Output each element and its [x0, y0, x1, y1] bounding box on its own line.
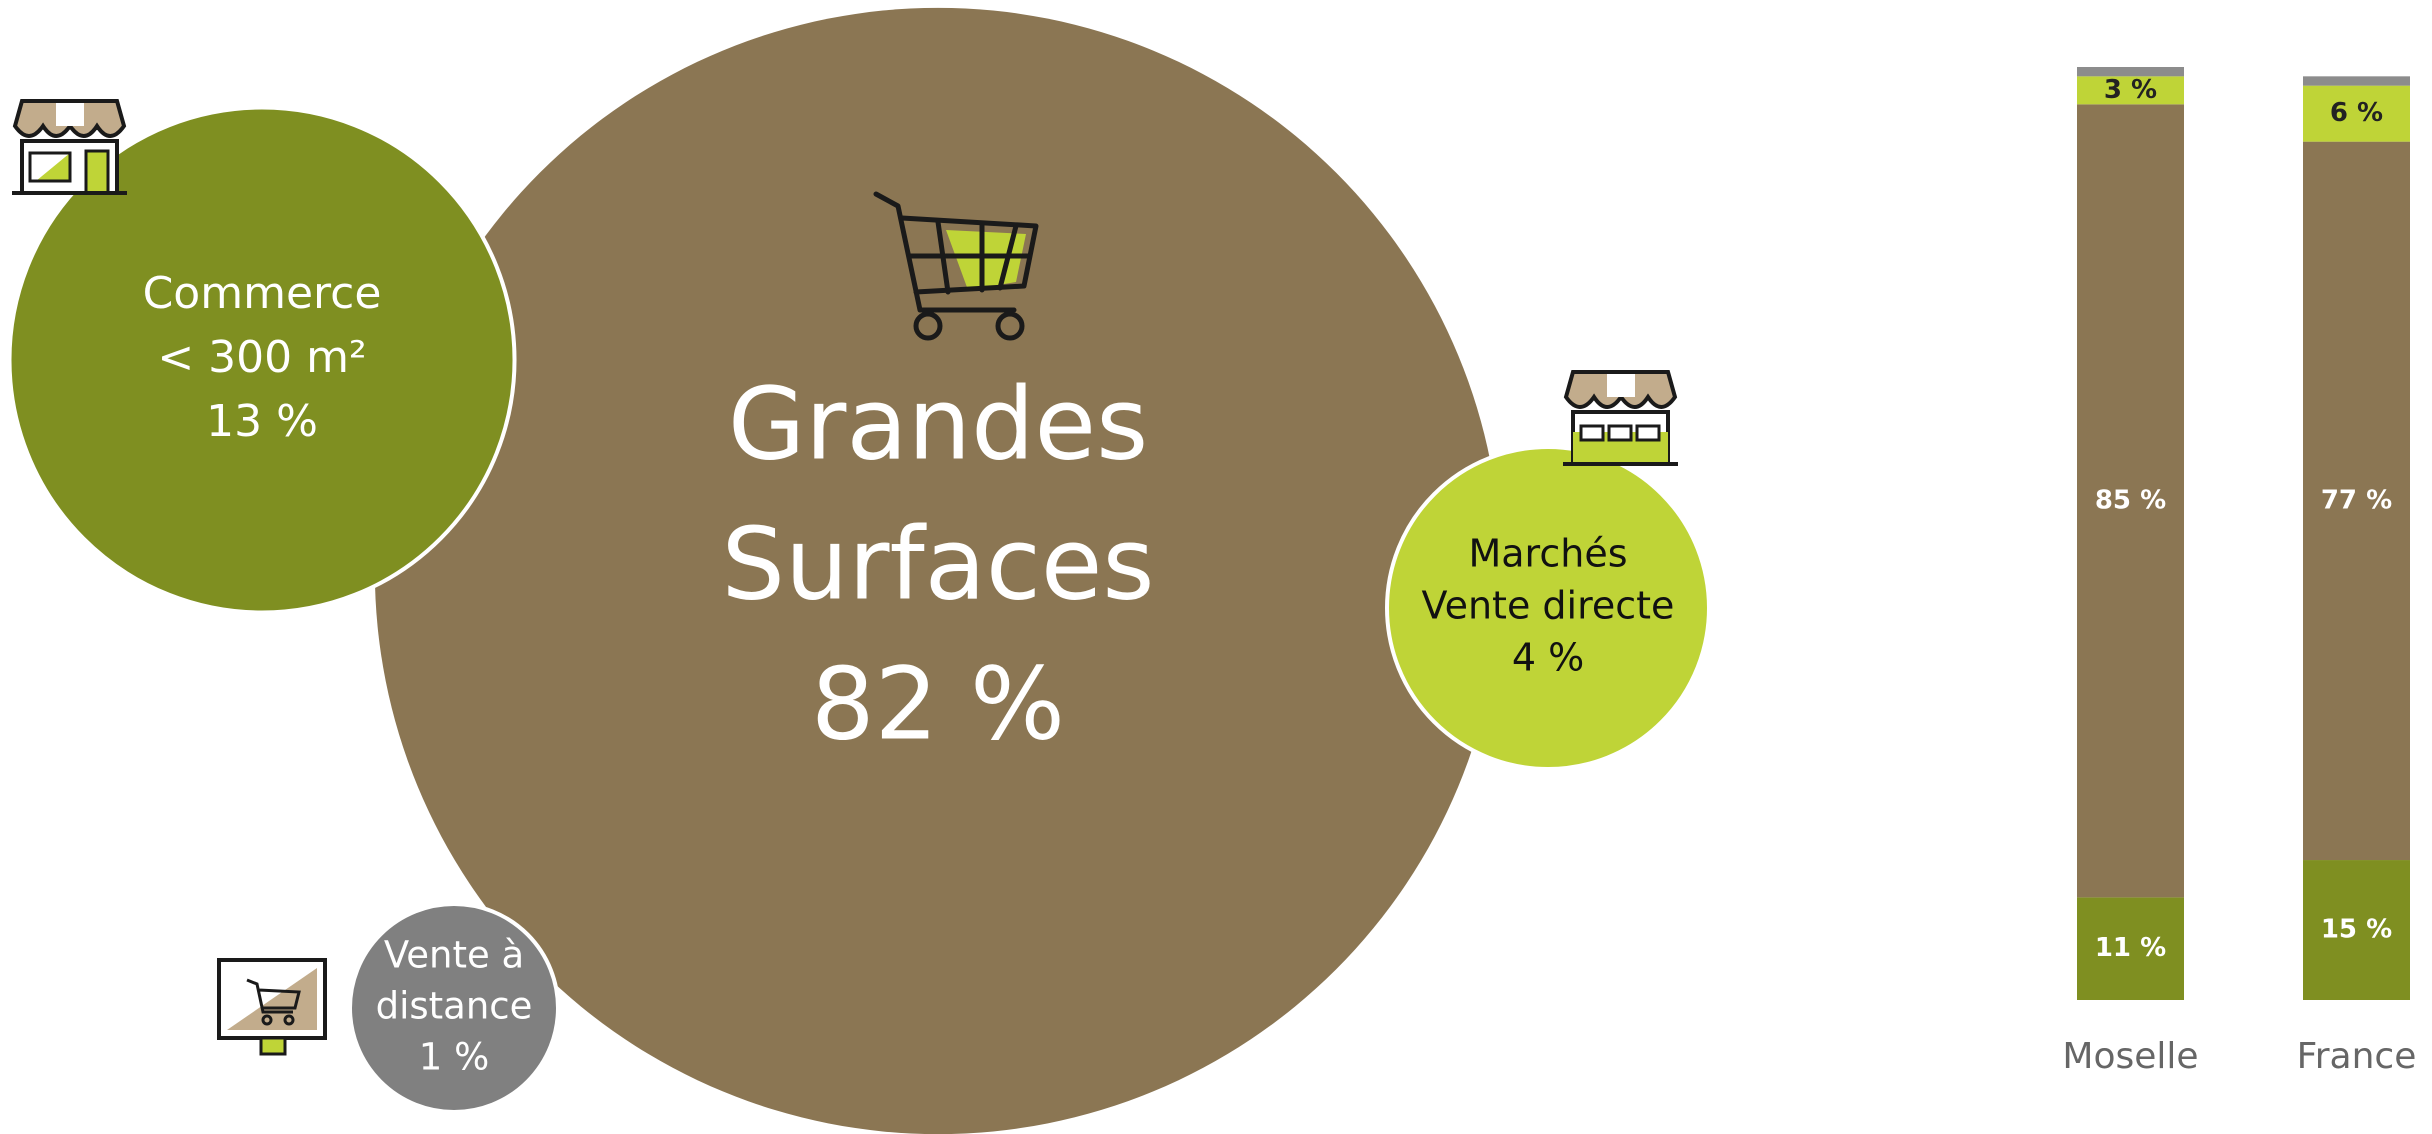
bubble	[1385, 445, 1711, 771]
x-tick-label: France	[2297, 1036, 2417, 1077]
bubble-value: 1 %	[419, 1036, 489, 1079]
bubble-label: Vente à	[384, 934, 524, 977]
shop-icon	[12, 99, 127, 195]
bar-label: 6 %	[2330, 98, 2383, 128]
bubble-label: Surfaces	[721, 505, 1154, 622]
bubble-chart: Grandes Surfaces 82 % Commerce < 300 m² 13 % M…	[7, 8, 1711, 1134]
cart-icon	[873, 191, 1039, 341]
bubble-value: 13 %	[206, 396, 318, 447]
bar-segment	[2303, 860, 2410, 1000]
bar-label: 15 %	[2321, 915, 2392, 945]
icons	[12, 99, 1678, 1056]
bar-segment	[2303, 85, 2410, 142]
bar-segment	[2077, 67, 2184, 77]
bubble-label: Vente directe	[1422, 584, 1675, 628]
bubble-label: Marchés	[1468, 532, 1627, 576]
bubble-value: 82 %	[811, 645, 1065, 762]
bar-label: 11 %	[2095, 933, 2166, 963]
bubble-label: distance	[376, 985, 533, 1028]
x-tick-label: Moselle	[2062, 1036, 2198, 1077]
bar-label: 3 %	[2104, 75, 2157, 105]
bar-segment	[2077, 76, 2184, 105]
bubble	[7, 105, 517, 615]
bubble-label: Commerce	[143, 268, 382, 319]
bubble	[348, 902, 560, 1114]
bubble-value: 4 %	[1512, 636, 1584, 680]
bar-segment	[2303, 76, 2410, 86]
bar-label: 77 %	[2321, 485, 2392, 515]
bubble-label: < 300 m²	[157, 332, 366, 383]
bar-label: 85 %	[2095, 485, 2166, 515]
stacked-bar-chart: 11 % 85 % 3 % Moselle 15 % 77 % 6 % France	[2062, 67, 2416, 1077]
bubble-label: Grandes	[728, 365, 1148, 482]
bar-segment	[2077, 897, 2184, 1000]
bar-segment	[2077, 104, 2184, 898]
screen-icon	[217, 958, 327, 1056]
bar-segment	[2303, 141, 2410, 861]
bubble	[375, 8, 1501, 1134]
market-icon	[1563, 370, 1678, 466]
